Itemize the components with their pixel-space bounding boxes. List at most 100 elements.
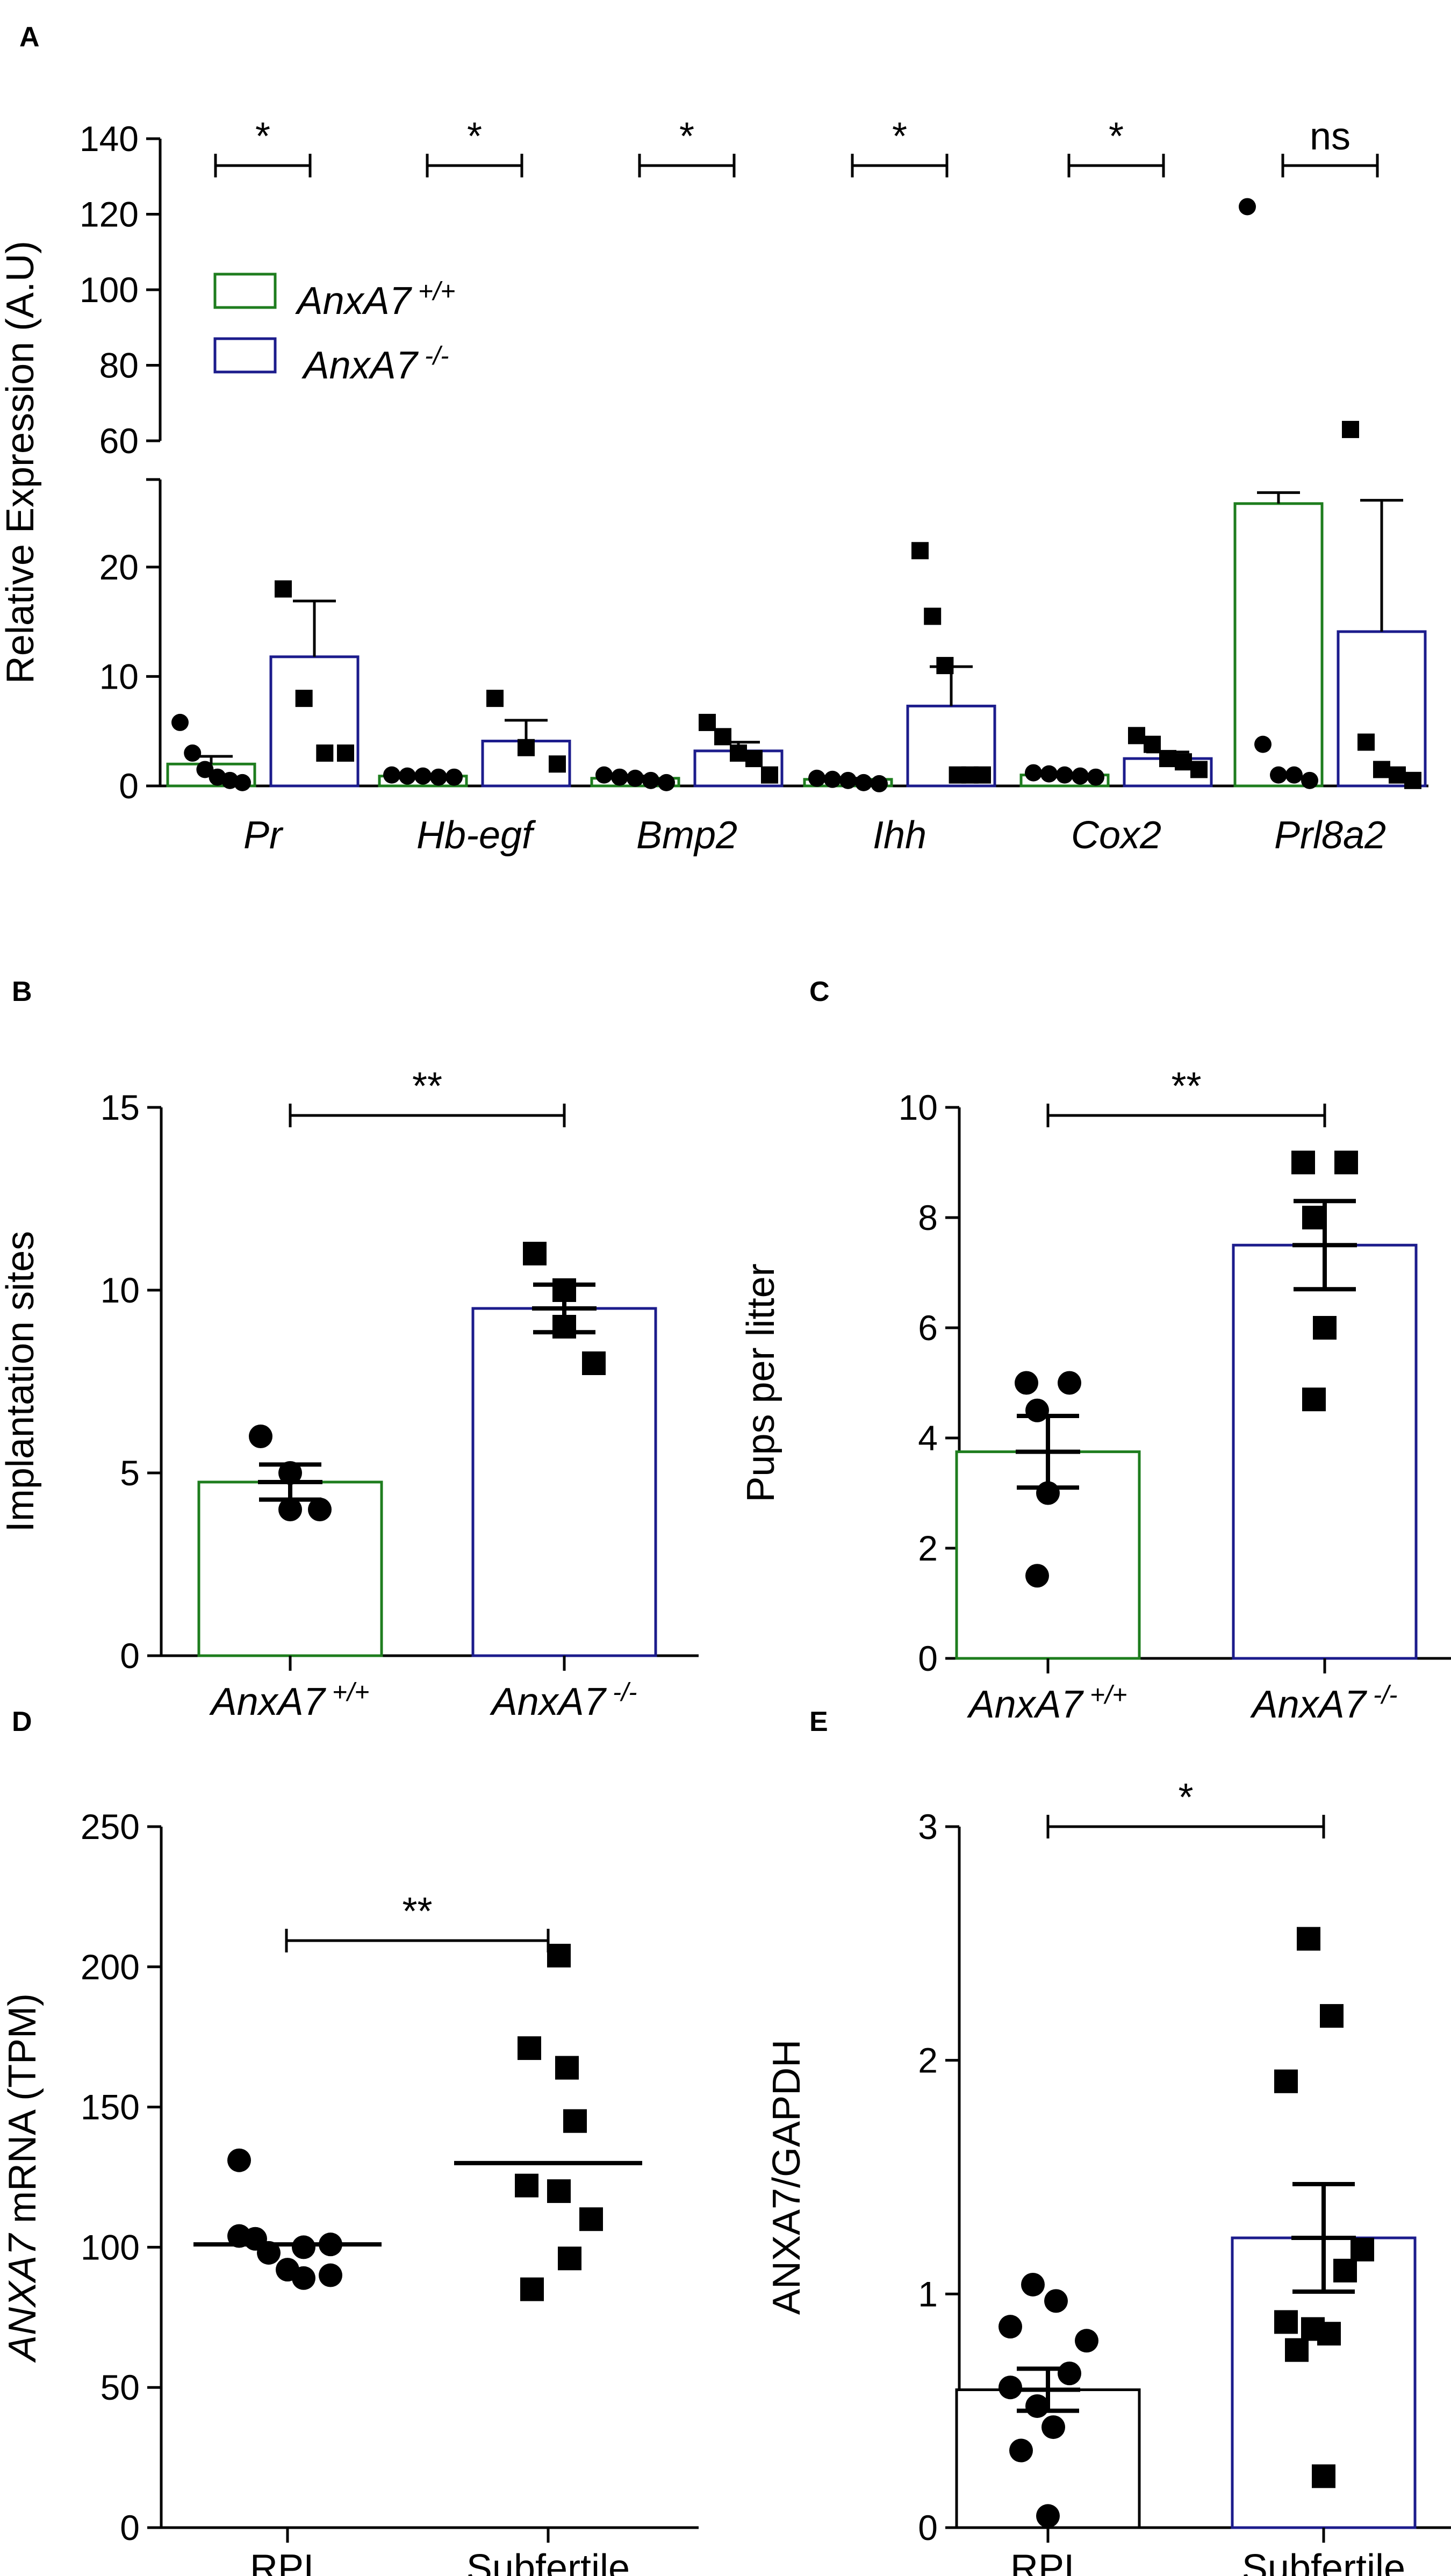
data-point (1159, 750, 1176, 768)
data-point (1320, 2004, 1344, 2028)
data-point (1075, 2329, 1098, 2353)
panel-label-d: D (12, 1706, 32, 1737)
y-tick-label: 100 (80, 270, 139, 310)
significance-label: * (467, 115, 482, 158)
y-tick-label: 10 (100, 1270, 140, 1310)
y-tick-label: 8 (918, 1198, 938, 1237)
y-tick-label: 0 (119, 766, 139, 806)
bar (1232, 1243, 1418, 1660)
y-tick-label: 4 (918, 1418, 938, 1458)
data-point (414, 767, 432, 785)
x-tick-label: Subfertile (1242, 2547, 1405, 2576)
data-point (1270, 766, 1287, 784)
y-tick-label: 10 (99, 656, 139, 696)
data-point (1274, 2310, 1298, 2334)
data-point (974, 766, 991, 784)
x-tick-label: AnxA7 -/- (1250, 1681, 1398, 1726)
y-tick-label: 200 (81, 1947, 140, 1987)
data-point (257, 2241, 281, 2265)
x-tick-label: Hb-egf (416, 814, 536, 857)
y-tick-label: 20 (99, 547, 139, 587)
data-point (936, 657, 954, 675)
legend-swatch (213, 273, 277, 309)
data-point (319, 2263, 342, 2287)
significance-label: * (255, 115, 270, 158)
data-point (1389, 766, 1406, 784)
data-point (1056, 766, 1073, 784)
y-tick-label: 150 (81, 2087, 140, 2127)
panel-b-chart: 0 5 10 15 Implantation sites AnxA7 +/+ AnxA7 -… (0, 1065, 699, 1723)
x-tick-label: RPL (250, 2547, 325, 2576)
bar (471, 1307, 657, 1657)
data-point (399, 767, 416, 785)
data-point (184, 744, 202, 762)
y-tick-label: 100 (81, 2227, 140, 2267)
data-point (1334, 1150, 1358, 1175)
x-tick-label: Pr (243, 814, 284, 857)
data-point (839, 771, 857, 789)
data-point (595, 766, 613, 784)
data-point (430, 768, 447, 786)
data-point (911, 542, 929, 560)
data-point (1025, 764, 1042, 782)
data-point (316, 744, 334, 762)
x-tick-label: Ihh (873, 814, 926, 857)
data-point (1239, 198, 1256, 216)
data-point (518, 739, 535, 756)
data-point (699, 713, 716, 731)
data-point (1128, 727, 1145, 745)
significance-label: ns (1310, 115, 1351, 158)
data-point (227, 2148, 251, 2172)
data-point (1190, 761, 1208, 778)
data-point (1351, 2237, 1374, 2262)
y-tick-label: 140 (80, 119, 139, 159)
x-tick-label: Bmp2 (636, 814, 737, 857)
data-point (308, 1498, 332, 1521)
panel-d-chart: 0 50 100 150 200 250 ANXA7 mRNA (TPM) RPL Subfer… (1, 1807, 699, 2576)
data-point (1015, 1371, 1038, 1395)
data-point (1357, 733, 1375, 751)
data-point (1025, 1398, 1049, 1422)
data-point (1144, 735, 1161, 753)
data-point (558, 2246, 581, 2271)
significance-label: ** (1171, 1065, 1201, 1108)
panel-a-chart: 0 10 20 60 80 100 120 140 Relative Expression (A… (0, 115, 1428, 857)
data-point (555, 2056, 579, 2080)
data-point (642, 771, 659, 789)
panel-label-c: C (809, 976, 830, 1007)
data-point (275, 580, 292, 598)
y-tick-label: 80 (99, 346, 139, 385)
data-point (999, 2315, 1022, 2339)
data-point (745, 750, 763, 768)
y-axis-label: Pups per litter (739, 1263, 782, 1502)
y-tick-label: 0 (120, 2508, 140, 2548)
data-point (552, 1278, 576, 1302)
data-point (611, 768, 628, 786)
x-tick-label: Cox2 (1071, 814, 1161, 857)
data-point (855, 774, 872, 791)
data-point (1297, 1927, 1320, 1951)
data-point (278, 1498, 302, 1521)
data-point (1021, 2272, 1045, 2296)
data-point (486, 690, 504, 707)
data-point (518, 2036, 541, 2060)
y-tick-label: 50 (100, 2367, 140, 2407)
y-tick-label: 5 (120, 1453, 140, 1493)
data-point (1058, 2362, 1081, 2386)
y-tick-label: 15 (100, 1087, 140, 1127)
data-point (249, 1425, 272, 1448)
y-axis-label: Implantation sites (0, 1231, 42, 1532)
panel-label-e: E (809, 1706, 828, 1737)
data-point (234, 774, 251, 791)
bar-wt (1233, 502, 1324, 788)
y-tick-label: 2 (918, 2041, 938, 2080)
x-tick-label: Prl8a2 (1274, 814, 1386, 857)
data-point (1044, 2289, 1068, 2313)
y-tick-label: 3 (918, 1807, 938, 1847)
panel-label-a: A (19, 22, 40, 53)
data-point (1040, 765, 1058, 783)
data-point (547, 2179, 571, 2203)
data-point (1087, 768, 1104, 786)
y-tick-label: 60 (99, 421, 139, 461)
data-point (520, 2277, 544, 2301)
